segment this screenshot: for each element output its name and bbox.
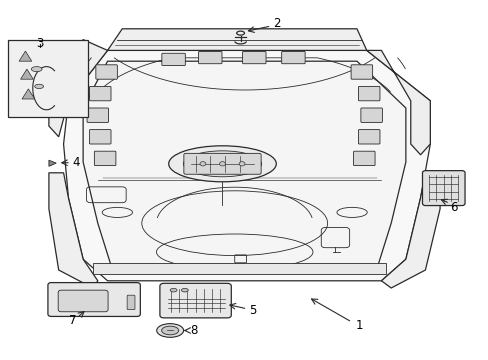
Polygon shape: [83, 61, 405, 270]
FancyBboxPatch shape: [360, 108, 382, 122]
Ellipse shape: [31, 67, 42, 72]
Polygon shape: [63, 50, 429, 281]
FancyBboxPatch shape: [162, 53, 185, 66]
FancyBboxPatch shape: [422, 171, 464, 206]
Polygon shape: [366, 50, 429, 155]
FancyBboxPatch shape: [358, 130, 379, 144]
Ellipse shape: [219, 162, 225, 166]
Ellipse shape: [170, 288, 177, 292]
Ellipse shape: [181, 288, 188, 292]
Polygon shape: [49, 40, 107, 137]
Text: 5: 5: [248, 304, 256, 317]
Polygon shape: [22, 89, 35, 99]
FancyBboxPatch shape: [242, 51, 265, 64]
FancyBboxPatch shape: [281, 51, 305, 64]
Text: 8: 8: [189, 324, 197, 337]
Text: 1: 1: [355, 319, 363, 332]
FancyBboxPatch shape: [160, 283, 231, 318]
FancyBboxPatch shape: [183, 153, 261, 174]
Ellipse shape: [183, 151, 261, 177]
Polygon shape: [19, 51, 32, 61]
Ellipse shape: [239, 162, 244, 166]
Polygon shape: [20, 69, 33, 79]
FancyBboxPatch shape: [353, 151, 374, 166]
FancyBboxPatch shape: [48, 283, 140, 316]
Polygon shape: [49, 173, 98, 288]
FancyBboxPatch shape: [96, 65, 117, 79]
Ellipse shape: [200, 162, 205, 166]
Text: 3: 3: [36, 37, 44, 50]
FancyBboxPatch shape: [94, 151, 116, 166]
FancyBboxPatch shape: [58, 290, 108, 312]
Polygon shape: [381, 173, 439, 288]
FancyBboxPatch shape: [358, 86, 379, 101]
FancyBboxPatch shape: [89, 130, 111, 144]
Text: 4: 4: [72, 156, 80, 169]
FancyBboxPatch shape: [8, 40, 87, 117]
FancyBboxPatch shape: [89, 86, 111, 101]
FancyBboxPatch shape: [127, 295, 135, 310]
Ellipse shape: [156, 324, 183, 337]
Text: 6: 6: [449, 201, 457, 214]
FancyBboxPatch shape: [350, 65, 372, 79]
Polygon shape: [49, 160, 56, 166]
Text: 7: 7: [68, 314, 76, 327]
Ellipse shape: [35, 84, 43, 89]
Polygon shape: [93, 263, 386, 274]
FancyBboxPatch shape: [87, 108, 108, 122]
Polygon shape: [107, 29, 366, 50]
FancyBboxPatch shape: [198, 51, 222, 64]
Text: 2: 2: [272, 17, 280, 30]
Ellipse shape: [161, 326, 179, 335]
Ellipse shape: [168, 146, 276, 182]
